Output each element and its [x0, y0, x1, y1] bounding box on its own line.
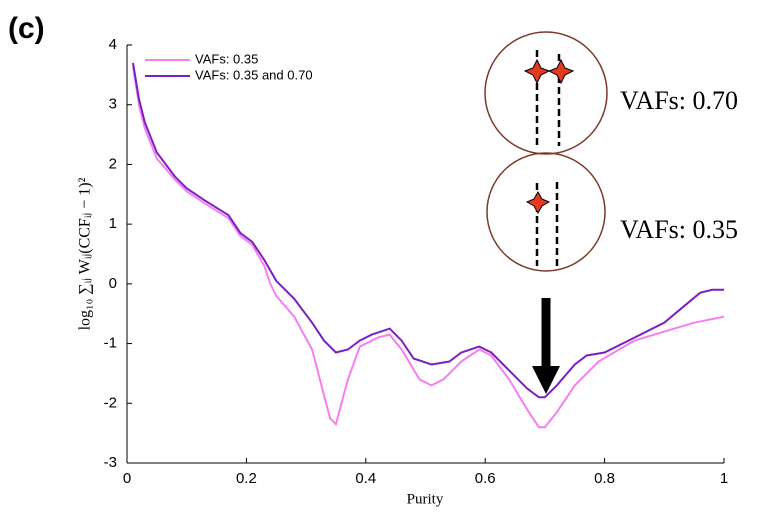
x-tick-label: 0.4	[355, 470, 376, 487]
legend-label: VAFs: 0.35 and 0.70	[195, 67, 313, 82]
x-tick-label: 0	[123, 470, 131, 487]
y-tick-label: 3	[109, 96, 117, 113]
line	[132, 62, 724, 399]
legend-label: VAFs: 0.35	[195, 51, 258, 66]
y-tick-label: 4	[109, 36, 117, 53]
line	[132, 65, 725, 429]
y-tick-label: -3	[104, 454, 117, 471]
panel-label: (c)	[8, 12, 45, 45]
y-tick-label: 1	[109, 215, 117, 232]
x-axis-label: Purity	[407, 491, 444, 507]
y-tick-label: -2	[104, 394, 117, 411]
x-tick-label: 0.2	[236, 470, 257, 487]
y-axis-label: log₁₀ ∑ᵢⱼ Wᵢⱼ(CCFᵢⱼ − 1)²	[77, 177, 94, 330]
x-tick-label: 1	[720, 470, 728, 487]
y-tick-label: -1	[104, 335, 117, 352]
y-tick-label: 0	[109, 275, 117, 292]
annotation-graphic	[484, 31, 608, 394]
x-tick-label: 0.6	[475, 470, 496, 487]
annotation: VAFs: 0.35	[620, 215, 738, 244]
annotation: VAFs: 0.70	[620, 86, 738, 115]
y-tick-label: 2	[109, 155, 117, 172]
x-tick-label: 0.8	[594, 470, 615, 487]
